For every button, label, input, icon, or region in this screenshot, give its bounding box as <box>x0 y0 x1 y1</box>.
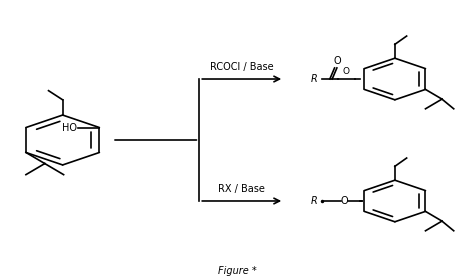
Text: RCOCl / Base: RCOCl / Base <box>210 62 273 72</box>
Text: O: O <box>340 196 348 206</box>
Text: R: R <box>310 74 317 84</box>
Text: R: R <box>310 196 317 206</box>
Text: O: O <box>343 67 350 76</box>
Text: Figure *: Figure * <box>218 266 256 276</box>
Text: HO: HO <box>62 123 77 132</box>
Text: RX / Base: RX / Base <box>218 184 265 194</box>
Text: O: O <box>334 56 341 66</box>
